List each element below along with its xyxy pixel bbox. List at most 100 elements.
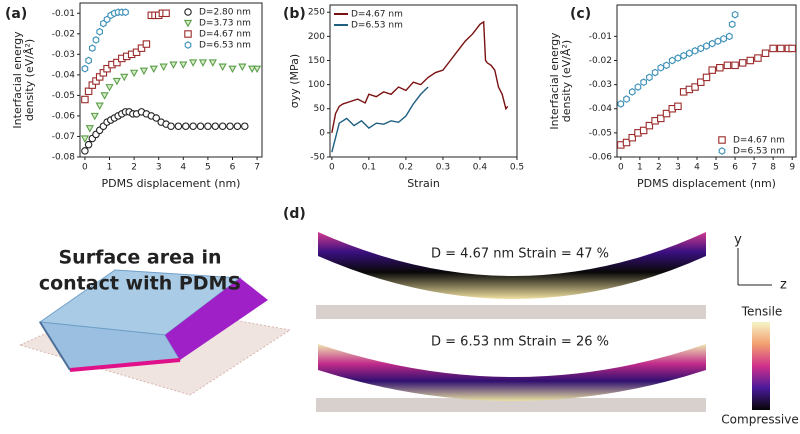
y-tick-label: -0.07 <box>52 132 75 142</box>
legend-swatch <box>718 136 726 144</box>
marker <box>634 83 642 91</box>
legend-label: D=6.53 nm <box>351 21 403 31</box>
line-series <box>331 20 509 134</box>
plot-frame <box>329 4 518 158</box>
caption-line: contact with PDMS <box>39 273 241 295</box>
marker <box>241 122 249 130</box>
x-tick-label: 0 <box>82 163 88 173</box>
legend-label: D=4.67 nm <box>199 30 251 40</box>
marker <box>167 122 175 130</box>
x-axis-label: PDMS displacement (nm) <box>102 177 241 190</box>
y-axis-label: Interfacial energy <box>11 31 24 129</box>
marker <box>80 135 90 143</box>
x-tick-label: 7 <box>254 163 260 173</box>
marker <box>84 87 93 96</box>
legend-swatch <box>184 41 192 49</box>
x-tick-label: 4 <box>180 163 186 173</box>
x-tick-label: 2 <box>131 163 137 173</box>
x-tick-label: 5 <box>205 163 211 173</box>
marker <box>708 39 716 48</box>
x-tick-label: 1 <box>637 163 643 173</box>
marker <box>169 61 178 69</box>
x-tick-label: 8 <box>770 163 776 173</box>
caption-line: Surface area in <box>59 247 222 269</box>
y-tick-label: -0.03 <box>589 80 612 90</box>
marker <box>81 147 89 155</box>
marker <box>84 140 93 149</box>
beam <box>318 232 706 299</box>
marker <box>728 20 736 29</box>
marker <box>640 78 647 87</box>
panel-label: (d) <box>283 206 306 222</box>
marker <box>623 95 630 103</box>
marker <box>761 49 770 58</box>
marker <box>769 44 777 53</box>
x-tick-label: 6 <box>230 163 236 173</box>
y-tick-label: -0.02 <box>52 29 75 39</box>
row-label: D = 4.67 nm Strain = 47 % <box>431 247 609 262</box>
colorbar-label: Compressive <box>721 413 798 427</box>
beam <box>318 344 706 401</box>
y-tick-label: 0 <box>319 128 325 138</box>
axis-name: y <box>734 233 742 248</box>
marker <box>208 59 217 67</box>
marker <box>723 61 732 70</box>
legend-swatch <box>718 147 726 155</box>
panel-d: (d) D = 4.67 nm Strain = 47 % D = 6.53 n… <box>283 206 799 427</box>
legend-label: D=6.53 nm <box>733 147 785 157</box>
y-tick-label: -0.04 <box>52 70 76 80</box>
marker <box>628 88 636 96</box>
marker <box>686 49 693 58</box>
marker <box>788 44 796 53</box>
x-tick-label: 0.5 <box>510 163 524 173</box>
marker <box>85 125 94 133</box>
y-tick-label: -0.02 <box>589 56 612 66</box>
legend-swatch <box>184 30 192 38</box>
marker <box>211 122 220 130</box>
marker <box>189 122 197 130</box>
marker <box>228 65 237 74</box>
marker <box>226 122 234 130</box>
y-tick-label: 100 <box>308 80 325 90</box>
x-tick-label: 0.3 <box>436 163 450 173</box>
y-tick-label: 150 <box>308 56 325 66</box>
x-tick-label: 2 <box>656 163 662 173</box>
marker <box>617 100 625 108</box>
panel-label: (b) <box>283 6 306 22</box>
marker <box>731 61 739 70</box>
y-tick-label: -0.06 <box>589 153 613 163</box>
marker <box>657 114 665 123</box>
y-tick-label: -0.08 <box>52 153 76 163</box>
y-tick-label: -50 <box>310 153 325 163</box>
marker <box>198 59 208 67</box>
marker <box>720 34 727 43</box>
marker <box>152 114 160 122</box>
marker <box>646 73 653 82</box>
marker <box>663 61 670 70</box>
y-axis-label: Interfacial energy <box>548 32 561 130</box>
legend-swatch <box>183 19 193 28</box>
x-tick-label: 0.4 <box>473 163 488 173</box>
marker <box>628 133 636 142</box>
legend-label: D=4.67 nm <box>733 136 785 146</box>
x-tick-label: 3 <box>156 163 162 173</box>
marker <box>697 78 705 86</box>
marker <box>122 8 129 17</box>
marker <box>159 63 168 71</box>
marker <box>189 59 198 67</box>
y-tick-label: -0.06 <box>52 111 76 121</box>
y-tick-label: 200 <box>308 32 325 42</box>
marker <box>708 66 716 74</box>
marker <box>204 122 212 130</box>
x-tick-label: 5 <box>713 163 719 173</box>
marker <box>149 65 158 74</box>
x-tick-label: 3 <box>675 163 681 173</box>
x-tick-label: 0.2 <box>399 163 413 173</box>
y-axis-label: density (eV/Å²) <box>560 40 573 122</box>
marker <box>103 64 111 73</box>
y-tick-label: -0.01 <box>52 9 75 19</box>
marker <box>142 40 151 48</box>
marker <box>252 65 262 74</box>
marker <box>218 122 227 130</box>
marker <box>703 42 710 50</box>
